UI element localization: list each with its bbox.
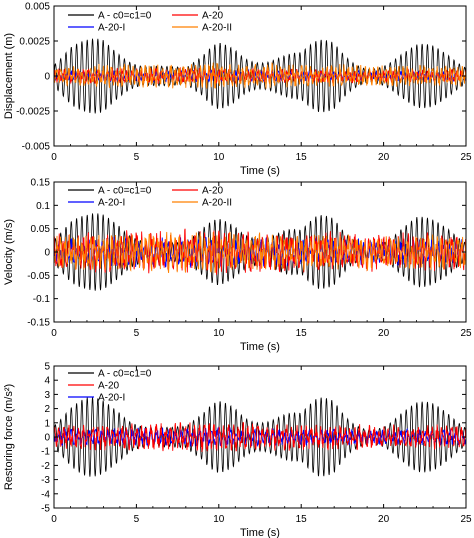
series-line-1 [54, 397, 466, 477]
series-line-4 [54, 61, 466, 89]
x-tick-label: 15 [296, 514, 308, 525]
x-tick-label: 15 [296, 328, 308, 339]
y-tick-label: 0.05 [31, 224, 51, 235]
x-tick-label: 10 [213, 514, 225, 525]
x-axis-label: Time (s) [240, 527, 280, 538]
series-line-2 [54, 66, 466, 85]
x-tick-label: 15 [296, 152, 308, 163]
panel-3: 0 5 10 15 20 25 -5 -4 -3 -2 -1 0 1 2 3 4 5 Time (s) Restor… [3, 362, 472, 538]
y-tick-label: 0.0025 [19, 37, 50, 48]
y-tick-label: 0.005 [25, 2, 50, 13]
legend-entry: A-20 [98, 381, 120, 392]
y-tick-label: -3 [41, 475, 50, 486]
x-tick-label: 0 [51, 328, 57, 339]
legend-entry: A-20-I [98, 23, 125, 34]
y-tick-label: -5 [41, 504, 50, 515]
legend-entry: A-20 [202, 11, 224, 22]
y-tick-label: -0.0025 [16, 107, 50, 118]
y-tick-label: -0.1 [33, 294, 51, 305]
legend-entry: A - c0=c1=0 [98, 11, 152, 22]
x-tick-label: 5 [134, 152, 140, 163]
y-tick-label: -0.005 [22, 142, 51, 153]
y-tick-label: 0 [44, 433, 50, 444]
y-tick-label: 0 [44, 248, 50, 259]
y-tick-label: 0 [44, 72, 50, 83]
legend: A - c0=c1=0A-20A-20-I [68, 369, 152, 404]
x-tick-label: 10 [213, 328, 225, 339]
y-tick-label: 0.15 [31, 178, 51, 189]
x-tick-label: 20 [378, 152, 390, 163]
y-tick-label: 1 [44, 418, 50, 429]
y-tick-label: 4 [44, 376, 50, 387]
x-tick-label: 20 [378, 328, 390, 339]
y-tick-label: -1 [41, 447, 50, 458]
x-tick-label: 25 [460, 328, 472, 339]
x-tick-label: 25 [460, 152, 472, 163]
legend-entry: A-20-II [202, 198, 232, 209]
x-tick-label: 5 [134, 514, 140, 525]
y-tick-label: -0.05 [27, 271, 50, 282]
panel-1: 0 5 10 15 20 25 -0.005 -0.0025 0 0.0025 0.005 Time … [3, 2, 472, 178]
y-tick-label: 5 [44, 362, 50, 373]
y-axis-label: Restoring force (m/s²) [3, 384, 15, 490]
legend: A - c0=c1=0 A-20 A-20-I A-20-II [68, 186, 232, 209]
x-tick-label: 10 [213, 152, 225, 163]
x-tick-label: 25 [460, 514, 472, 525]
legend: A - c0=c1=0 A-20 A-20-I A-20-II [68, 11, 232, 34]
legend-entry: A - c0=c1=0 [98, 369, 152, 380]
legend-entry: A-20-I [98, 198, 125, 209]
y-tick-label: -0.15 [27, 318, 50, 329]
y-tick-label: 2 [44, 404, 50, 415]
y-tick-label: -4 [41, 489, 50, 500]
x-axis-label: Time (s) [240, 341, 280, 353]
series-line-2 [54, 421, 466, 453]
legend-entry: A-20-I [98, 393, 125, 404]
x-tick-label: 0 [51, 514, 57, 525]
x-tick-label: 0 [51, 152, 57, 163]
y-tick-label: -2 [41, 461, 50, 472]
series-line-4 [54, 231, 466, 274]
y-axis-label: Velocity (m/s) [3, 219, 15, 285]
y-tick-label: 3 [44, 390, 50, 401]
y-axis-label: Displacement (m) [3, 33, 15, 119]
x-tick-label: 5 [134, 328, 140, 339]
x-tick-label: 20 [378, 514, 390, 525]
legend-entry: A-20-II [202, 23, 232, 34]
legend-entry: A-20 [202, 186, 224, 197]
y-tick-label: 0.1 [36, 201, 50, 212]
legend-entry: A - c0=c1=0 [98, 186, 152, 197]
panel-2: 0 5 10 15 20 25 -0.15 -0.1 -0.05 0 0.05 0.1 0.15 Time… [3, 178, 472, 354]
x-axis-label: Time (s) [240, 165, 280, 177]
